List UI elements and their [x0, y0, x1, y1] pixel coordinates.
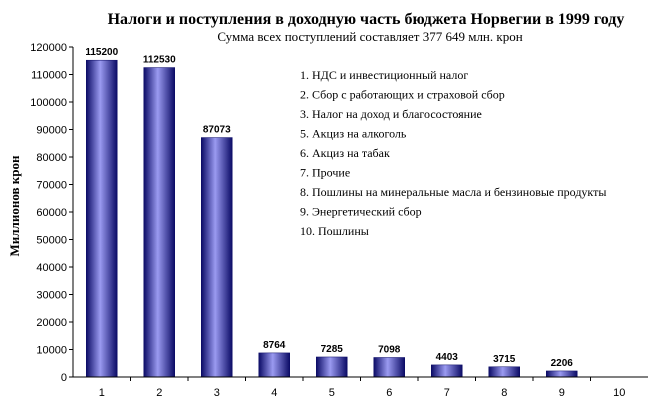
legend-item: 1. НДС и инвестиционный налог	[300, 68, 468, 82]
y-axis-ticks: 0 10000 20000 30000 40000 50000 60000 70000 8000…	[30, 42, 73, 384]
y-tick-label: 30000	[36, 290, 67, 302]
y-tick-label: 10000	[36, 345, 67, 357]
data-label: 87073	[203, 125, 231, 136]
x-tick-label: 1	[99, 387, 105, 399]
x-tick-label: 5	[329, 387, 335, 399]
legend-item: 9. Энергетический сбор	[300, 205, 422, 219]
bar	[316, 356, 348, 378]
legend: 1. НДС и инвестиционный налог 2. Сбор с р…	[300, 68, 606, 238]
data-label: 7098	[378, 344, 401, 355]
y-tick-label: 120000	[30, 42, 67, 54]
bar	[373, 357, 405, 378]
legend-item: 8. Пошлины на минеральные масла и бензин…	[300, 185, 606, 199]
y-tick-label: 80000	[36, 152, 67, 164]
bar	[143, 67, 175, 378]
legend-item: 10. Пошлины	[300, 224, 369, 238]
x-tick-label: 10	[613, 387, 625, 399]
data-labels: 115200 112530 87073 8764 7285 7098 4403 3715 220…	[85, 47, 573, 369]
chart-title: Налоги и поступления в доходную часть бю…	[108, 11, 625, 28]
data-label: 7285	[321, 344, 344, 355]
x-tick-label: 9	[559, 387, 565, 399]
y-tick-label: 0	[61, 372, 67, 384]
legend-item: 7. Прочие	[300, 166, 350, 180]
data-label: 8764	[263, 340, 286, 351]
y-tick-label: 90000	[36, 125, 67, 137]
bar	[546, 370, 578, 378]
x-tick-label: 8	[501, 387, 507, 399]
data-label: 4403	[436, 352, 459, 363]
bar	[201, 137, 233, 378]
y-tick-label: 70000	[36, 180, 67, 192]
x-tick-label: 2	[156, 387, 162, 399]
y-tick-label: 100000	[30, 97, 67, 109]
legend-item: 5. Акциз на алкоголь	[300, 127, 407, 141]
legend-item: 2. Сбор с работающих и страховой сбор	[300, 88, 505, 102]
data-label: 2206	[551, 358, 574, 369]
bar	[86, 59, 118, 378]
bars	[86, 59, 578, 378]
x-tick-label: 3	[214, 387, 220, 399]
x-tick-label: 6	[386, 387, 392, 399]
data-label: 115200	[85, 47, 118, 58]
legend-item: 3. Налог на доход и благосостояние	[300, 107, 482, 121]
y-tick-label: 20000	[36, 317, 67, 329]
y-tick-label: 60000	[36, 207, 67, 219]
bar	[488, 366, 520, 378]
y-tick-label: 40000	[36, 262, 67, 274]
x-axis-ticks: 1 2 3 4 5 6 7 8 9 10	[99, 377, 625, 399]
bar	[258, 352, 290, 378]
y-tick-label: 110000	[31, 70, 67, 82]
chart-subtitle: Сумма всех поступлений составляет 377 64…	[217, 29, 522, 44]
bar	[431, 364, 463, 378]
legend-item: 6. Акциз на табак	[300, 146, 390, 160]
x-tick-label: 7	[444, 387, 450, 399]
y-axis-label: Миллионов крон	[7, 155, 22, 256]
y-tick-label: 50000	[36, 235, 67, 247]
x-tick-label: 4	[271, 387, 277, 399]
data-label: 112530	[143, 55, 176, 66]
data-label: 3715	[493, 354, 516, 365]
